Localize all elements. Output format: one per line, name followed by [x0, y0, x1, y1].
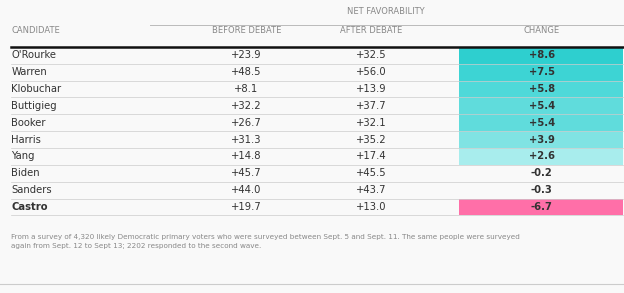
Text: +48.5: +48.5 [232, 67, 261, 77]
Text: +44.0: +44.0 [232, 185, 261, 195]
Text: Yang: Yang [11, 151, 35, 161]
Text: CHANGE: CHANGE [524, 26, 560, 35]
Text: +14.8: +14.8 [232, 151, 261, 161]
FancyBboxPatch shape [459, 114, 623, 131]
Text: +3.9: +3.9 [529, 134, 555, 144]
FancyBboxPatch shape [459, 97, 623, 114]
Text: NET FAVORABILITY: NET FAVORABILITY [348, 7, 425, 16]
FancyBboxPatch shape [459, 47, 623, 64]
Text: Warren: Warren [11, 67, 47, 77]
Text: +37.7: +37.7 [356, 101, 387, 111]
Text: +17.4: +17.4 [356, 151, 387, 161]
FancyBboxPatch shape [459, 64, 623, 81]
Text: Booker: Booker [11, 118, 46, 128]
Text: +31.3: +31.3 [232, 134, 261, 144]
Text: From a survey of 4,320 likely Democratic primary voters who were surveyed betwee: From a survey of 4,320 likely Democratic… [11, 234, 520, 249]
Text: -0.2: -0.2 [531, 168, 552, 178]
Text: +35.2: +35.2 [356, 134, 387, 144]
Text: O'Rourke: O'Rourke [11, 50, 56, 60]
Text: +43.7: +43.7 [356, 185, 386, 195]
Text: +32.2: +32.2 [231, 101, 262, 111]
Text: +32.5: +32.5 [356, 50, 387, 60]
Text: -6.7: -6.7 [530, 202, 553, 212]
Text: AFTER DEBATE: AFTER DEBATE [340, 26, 402, 35]
Text: -0.3: -0.3 [531, 185, 552, 195]
Text: +8.1: +8.1 [235, 84, 258, 94]
Text: +2.6: +2.6 [529, 151, 555, 161]
Text: +13.9: +13.9 [356, 84, 387, 94]
Text: Buttigieg: Buttigieg [11, 101, 57, 111]
Text: CANDIDATE: CANDIDATE [11, 26, 60, 35]
Text: Biden: Biden [11, 168, 40, 178]
Text: +19.7: +19.7 [231, 202, 262, 212]
Text: Castro: Castro [11, 202, 47, 212]
Text: Klobuchar: Klobuchar [11, 84, 61, 94]
FancyBboxPatch shape [459, 148, 623, 165]
Text: +23.9: +23.9 [231, 50, 262, 60]
Text: +56.0: +56.0 [356, 67, 387, 77]
FancyBboxPatch shape [459, 199, 623, 215]
Text: BEFORE DEBATE: BEFORE DEBATE [212, 26, 281, 35]
Text: +5.4: +5.4 [529, 118, 555, 128]
Text: +26.7: +26.7 [231, 118, 262, 128]
Text: +45.5: +45.5 [356, 168, 387, 178]
Text: +5.8: +5.8 [529, 84, 555, 94]
Text: +7.5: +7.5 [529, 67, 555, 77]
Text: +5.4: +5.4 [529, 101, 555, 111]
Text: Harris: Harris [11, 134, 41, 144]
Text: +45.7: +45.7 [231, 168, 262, 178]
Text: +32.1: +32.1 [356, 118, 387, 128]
Text: Sanders: Sanders [11, 185, 52, 195]
Text: +13.0: +13.0 [356, 202, 386, 212]
FancyBboxPatch shape [459, 131, 623, 148]
FancyBboxPatch shape [459, 81, 623, 97]
Text: +8.6: +8.6 [529, 50, 555, 60]
